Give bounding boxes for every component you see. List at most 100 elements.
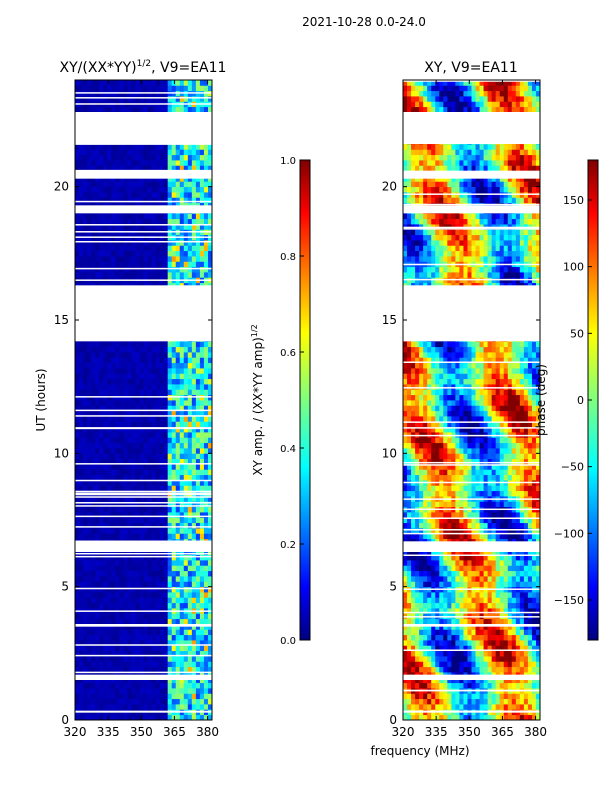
heatmap-cell: [143, 474, 148, 481]
heatmap-cell: [87, 448, 92, 454]
heatmap-cell: [95, 512, 100, 518]
heatmap-cell: [151, 197, 156, 204]
heatmap-cell: [111, 160, 116, 166]
heatmap-cell: [459, 661, 464, 668]
heatmap-cell: [155, 698, 161, 705]
heatmap-cell: [511, 618, 517, 625]
heatmap-cell: [115, 186, 120, 193]
heatmap-cell: [411, 592, 416, 598]
heatmap-cell: [127, 400, 132, 406]
heatmap-cell: [91, 693, 96, 700]
heatmap-cell: [91, 624, 96, 630]
heatmap-cell: [163, 629, 169, 636]
heatmap-cell: [195, 416, 201, 422]
heatmap-cell: [83, 218, 88, 225]
heatmap-cell: [155, 549, 161, 556]
heatmap-cell: [75, 154, 80, 161]
heatmap-cell: [131, 560, 136, 566]
heatmap-cell: [199, 154, 205, 161]
heatmap-cell: [107, 576, 112, 582]
heatmap-cell: [447, 645, 452, 652]
heatmap-cell: [191, 528, 197, 534]
heatmap-cell: [479, 693, 484, 700]
heatmap-cell: [83, 565, 88, 572]
heatmap-cell: [455, 698, 460, 705]
heatmap-cell: [123, 458, 128, 465]
heatmap-cell: [195, 192, 201, 198]
heatmap-cell: [87, 693, 92, 700]
heatmap-cell: [187, 656, 193, 662]
heatmap-cell: [107, 186, 112, 193]
heatmap-cell: [147, 576, 152, 582]
heatmap-cell: [95, 165, 100, 172]
heatmap-cell: [83, 80, 88, 86]
heatmap-cell: [167, 453, 173, 460]
heatmap-cell: [87, 266, 92, 273]
heatmap-cell: [91, 266, 96, 273]
heatmap-cell: [143, 640, 148, 646]
heatmap-cell: [95, 357, 100, 364]
heatmap-cell: [135, 266, 140, 273]
heatmap-cell: [415, 693, 420, 700]
heatmap-cell: [171, 549, 177, 556]
heatmap-cell: [167, 496, 173, 502]
heatmap-cell: [179, 85, 185, 92]
heatmap-cell: [147, 629, 152, 636]
heatmap-cell: [119, 272, 124, 278]
heatmap-cell: [159, 181, 165, 188]
heatmap-cell: [95, 224, 100, 230]
heatmap-cell: [207, 698, 212, 705]
heatmap-cell: [95, 592, 100, 598]
heatmap-cell: [527, 698, 533, 705]
heatmap-cell: [159, 373, 165, 380]
heatmap-cell: [115, 485, 120, 492]
heatmap-cell: [163, 416, 169, 422]
heatmap-cell: [199, 624, 205, 630]
heatmap-cell: [431, 645, 436, 652]
heatmap-cell: [187, 272, 193, 278]
heatmap-cell: [171, 240, 177, 246]
heatmap-cell: [531, 714, 537, 720]
heatmap-cell: [115, 341, 120, 348]
heatmap-cell: [195, 480, 201, 486]
heatmap-cell: [123, 432, 128, 438]
heatmap-cell: [139, 442, 144, 449]
heatmap-cell: [207, 181, 212, 188]
heatmap-cell: [207, 586, 212, 593]
heatmap-cell: [147, 437, 152, 444]
heatmap-cell: [87, 362, 92, 369]
heatmap-cell: [163, 474, 169, 481]
heatmap-cell: [179, 245, 185, 252]
heatmap-cell: [103, 405, 108, 412]
heatmap-cell: [171, 704, 177, 710]
heatmap-cell: [79, 496, 84, 502]
heatmap-cell: [143, 464, 148, 470]
heatmap-cell: [107, 501, 112, 508]
heatmap-cell: [111, 517, 116, 524]
heatmap-cell: [83, 378, 88, 385]
heatmap-cell: [199, 661, 205, 668]
heatmap-cell: [111, 261, 116, 268]
heatmap-cell: [183, 346, 189, 353]
heatmap-cell: [463, 656, 468, 662]
heatmap-cell: [207, 565, 212, 572]
heatmap-cell: [139, 400, 144, 406]
heatmap-cell: [83, 661, 88, 668]
heatmap-cell: [195, 437, 201, 444]
heatmap-cell: [503, 698, 509, 705]
heatmap-cell: [191, 656, 197, 662]
heatmap-cell: [103, 640, 108, 646]
heatmap-cell: [107, 160, 112, 166]
heatmap-cell: [155, 693, 161, 700]
heatmap-cell: [103, 165, 108, 172]
heatmap-cell: [127, 469, 132, 476]
heatmap-cell: [79, 650, 84, 657]
heatmap-cell: [179, 661, 185, 668]
heatmap-cell: [199, 512, 205, 518]
heatmap-cell: [155, 240, 161, 246]
heatmap-cell: [507, 661, 513, 668]
heatmap-cell: [155, 704, 161, 710]
heatmap-cell: [175, 496, 181, 502]
heatmap-cell: [127, 448, 132, 454]
heatmap-cell: [523, 592, 529, 598]
